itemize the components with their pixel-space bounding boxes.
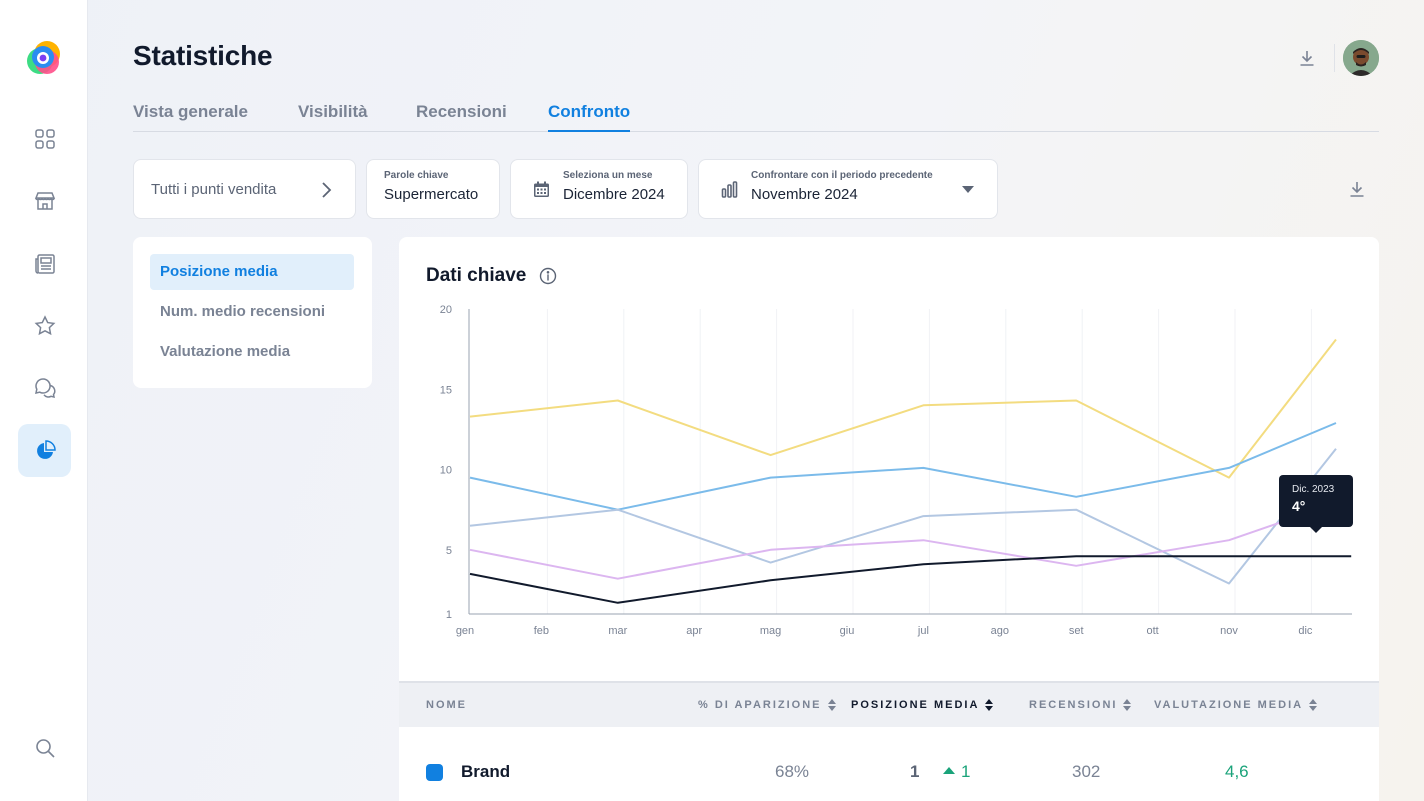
brand-color-swatch	[426, 764, 443, 781]
sort-icon	[1309, 699, 1318, 711]
sidebar-item-reviews[interactable]	[18, 299, 71, 352]
x-tick-label: set	[1069, 625, 1084, 637]
header-download-button[interactable]	[1296, 47, 1318, 69]
header-divider	[1334, 44, 1335, 72]
x-tick-label: nov	[1220, 625, 1238, 637]
column-header-appearance[interactable]: % DI APARIZIONE	[698, 699, 836, 711]
tab-compare[interactable]: Confronto	[548, 102, 631, 132]
series-line	[469, 338, 1337, 479]
locations-filter-label: Tutti i punti vendita	[151, 181, 277, 198]
trend-up-icon	[943, 767, 955, 774]
caret-down-icon	[962, 186, 974, 193]
table-header: NOME % DI APARIZIONE POSIZIONE MEDIA REC…	[399, 681, 1379, 727]
sidebar-item-statistics[interactable]	[18, 424, 71, 477]
row-rating: 4,6	[1225, 762, 1249, 781]
tooltip-label: Dic. 2023	[1292, 484, 1335, 495]
column-header-rating[interactable]: VALUTAZIONE MEDIA	[1154, 699, 1318, 711]
sidebar-item-overview[interactable]	[18, 112, 71, 165]
sort-icon	[985, 699, 994, 711]
sidebar-item-stores[interactable]	[18, 174, 71, 227]
table-row[interactable]: Brand 68% 1 1 302 4,6	[399, 727, 1379, 801]
sidebar-item-posts[interactable]	[18, 237, 71, 290]
pie-chart-icon	[36, 439, 56, 459]
metric-average-review-count[interactable]: Num. medio recensioni	[160, 303, 326, 320]
keywords-filter-value: Supermercato	[384, 186, 479, 203]
month-filter-label: Seleziona un mese	[563, 170, 653, 181]
key-data-card: 20 15 10 5 1 gen feb mar apr mag giu jul ago set ott no…	[399, 237, 1379, 801]
x-tick-label: dic	[1298, 625, 1313, 637]
y-tick-label: 10	[440, 465, 452, 477]
chart-tooltip: Dic. 2023 4°	[1279, 475, 1353, 533]
sidebar-item-messages[interactable]	[18, 361, 71, 414]
keywords-filter-label: Parole chiave	[384, 170, 449, 181]
grid-icon	[34, 128, 55, 149]
column-header-position[interactable]: POSIZIONE MEDIA	[851, 699, 994, 711]
sidebar	[0, 0, 88, 801]
star-icon	[34, 314, 55, 335]
row-position: 1	[910, 762, 920, 781]
app-logo[interactable]	[26, 40, 62, 76]
x-tick-label: mar	[608, 625, 627, 637]
x-tick-label: ago	[991, 625, 1009, 637]
x-tick-label: feb	[534, 625, 549, 637]
column-header-name[interactable]: NOME	[426, 699, 467, 711]
column-header-label: % DI APARIZIONE	[698, 699, 822, 711]
download-icon	[1350, 182, 1364, 197]
y-tick-label: 1	[446, 609, 452, 621]
metric-menu: Posizione media Num. medio recensioni Va…	[133, 237, 372, 388]
sort-icon	[827, 699, 836, 711]
column-header-reviews[interactable]: RECENSIONI	[1029, 699, 1132, 711]
column-header-label: RECENSIONI	[1029, 699, 1118, 711]
y-tick-label: 20	[440, 304, 452, 316]
metric-average-position[interactable]: Posizione media	[150, 254, 354, 290]
bar-chart-icon	[721, 181, 738, 198]
card-title: Dati chiave	[426, 265, 527, 286]
newspaper-icon	[34, 253, 55, 274]
tab-bar: Vista generale Visibilità Recensioni Con…	[133, 100, 1379, 132]
x-tick-label: apr	[686, 625, 702, 637]
export-download-button[interactable]	[1346, 178, 1368, 200]
compare-period-dropdown[interactable]: Confrontare con il periodo precedente No…	[698, 159, 998, 219]
tab-reviews[interactable]: Recensioni	[416, 102, 507, 121]
x-tick-label: giu	[840, 625, 855, 637]
sidebar-search[interactable]	[18, 721, 71, 774]
user-avatar[interactable]	[1343, 40, 1379, 76]
info-icon[interactable]	[539, 267, 557, 285]
row-appearance: 68%	[775, 762, 810, 781]
y-tick-label: 5	[446, 545, 452, 557]
chevron-right-icon	[322, 182, 332, 198]
x-tick-label: ott	[1146, 625, 1158, 637]
search-icon	[35, 738, 55, 758]
chat-icon	[34, 377, 55, 398]
sort-icon	[1123, 699, 1132, 711]
metric-average-rating[interactable]: Valutazione media	[160, 343, 291, 360]
keywords-filter[interactable]: Parole chiave Supermercato	[366, 159, 500, 219]
row-position-delta: 1	[961, 762, 971, 781]
calendar-icon	[534, 181, 549, 197]
tab-visibility[interactable]: Visibilità	[298, 102, 368, 121]
column-header-label: NOME	[426, 699, 467, 711]
column-header-label: VALUTAZIONE MEDIA	[1154, 699, 1304, 711]
x-tick-label: mag	[760, 625, 781, 637]
x-tick-label: gen	[456, 625, 474, 637]
series-line	[469, 502, 1337, 580]
download-icon	[1300, 51, 1314, 66]
compare-period-label: Confrontare con il periodo precedente	[751, 170, 933, 181]
row-reviews: 302	[1072, 762, 1101, 781]
series-line	[469, 555, 1352, 604]
month-filter-value: Dicembre 2024	[563, 186, 665, 203]
tooltip-value: 4°	[1292, 498, 1306, 514]
page-title: Statistiche	[133, 40, 273, 71]
store-icon	[34, 191, 55, 210]
y-tick-label: 15	[440, 384, 452, 396]
line-chart: 20 15 10 5 1 gen feb mar apr mag giu jul ago set ott no…	[440, 304, 1352, 637]
column-header-label: POSIZIONE MEDIA	[851, 699, 980, 711]
locations-filter[interactable]: Tutti i punti vendita	[133, 159, 356, 219]
row-name: Brand	[461, 762, 511, 781]
series-line	[469, 448, 1337, 585]
x-tick-label: jul	[917, 625, 929, 637]
compare-period-value: Novembre 2024	[751, 186, 858, 203]
tab-overview[interactable]: Vista generale	[133, 102, 248, 121]
month-filter[interactable]: Seleziona un mese Dicembre 2024	[510, 159, 688, 219]
